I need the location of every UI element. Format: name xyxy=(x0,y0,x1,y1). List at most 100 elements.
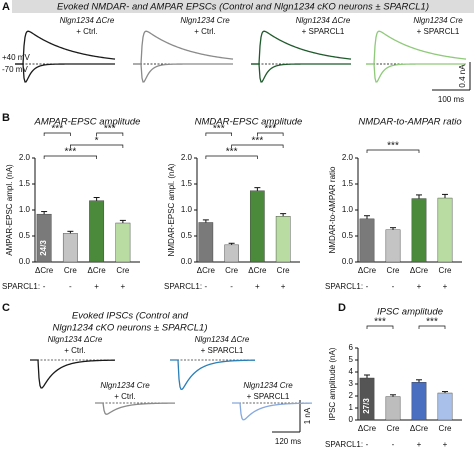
trace xyxy=(30,359,116,389)
row-value: + xyxy=(443,282,448,291)
chart-title: AMPAR-EPSC amplitude xyxy=(34,117,141,128)
trace-label: + SPARCL1 xyxy=(302,27,345,36)
significance-label: *** xyxy=(104,124,116,135)
y-tick-label: 5 xyxy=(349,355,354,364)
bar xyxy=(224,244,239,263)
x-tick-label: Cre xyxy=(387,424,400,433)
significance-label: *** xyxy=(264,124,276,135)
trace-label: + SPARCL1 xyxy=(201,346,244,355)
y-tick-label: 1.5 xyxy=(342,179,354,188)
significance-bracket xyxy=(257,132,284,136)
trace-label: Nlgn1234 ΔCre xyxy=(48,335,103,344)
chart-title: NMDAR-EPSC amplitude xyxy=(195,117,303,128)
significance-label: *** xyxy=(213,124,225,135)
y-tick-label: 3 xyxy=(349,379,354,388)
y-tick-label: 0.0 xyxy=(181,257,193,266)
trace xyxy=(366,30,467,65)
significance-bracket xyxy=(96,132,124,136)
x-tick-label: Cre xyxy=(439,266,452,275)
trace-label: + Ctrl. xyxy=(76,27,98,36)
trace xyxy=(251,30,352,65)
trace-label: + Ctrl. xyxy=(194,27,216,36)
bar xyxy=(250,190,265,263)
significance-label: *** xyxy=(65,147,77,158)
bar xyxy=(275,216,291,263)
panel-label: C xyxy=(2,302,10,314)
bar xyxy=(359,218,375,263)
bar xyxy=(62,233,78,263)
row-value: - xyxy=(230,282,233,291)
x-tick-label: ΔCre xyxy=(410,424,429,433)
y-tick-label: 0.0 xyxy=(342,257,354,266)
trace-label: Nlgn1234 Cre xyxy=(180,16,230,25)
bar xyxy=(89,200,105,263)
trace xyxy=(251,63,351,83)
row-value: - xyxy=(205,282,208,291)
x-tick-label: Cre xyxy=(225,266,238,275)
y-tick-label: 1.0 xyxy=(181,205,193,214)
panel-title: Evoked NMDAR- and AMPAR EPSCs (Control a… xyxy=(57,2,429,13)
trace-label: Nlgn1234 Cre xyxy=(413,16,463,25)
significance-bracket xyxy=(43,155,97,159)
y-tick-label: 1 xyxy=(349,403,354,412)
row-value: - xyxy=(43,282,46,291)
x-tick-label: ΔCre xyxy=(35,266,54,275)
scale-label: 0.4 nA xyxy=(458,64,467,88)
y-axis-label: IPSC amplitude (nA) xyxy=(328,347,337,420)
trace-label: + SPARCL1 xyxy=(417,27,460,36)
row-value: - xyxy=(69,282,72,291)
x-tick-label: ΔCre xyxy=(248,266,267,275)
x-tick-label: Cre xyxy=(439,424,452,433)
y-tick-label: 0 xyxy=(349,415,354,424)
x-tick-label: ΔCre xyxy=(358,266,377,275)
y-axis-label: AMPAR-EPSC ampl. (nA) xyxy=(5,164,14,256)
scale-label: 120 ms xyxy=(275,437,301,446)
y-axis-label: NMDAR-EPSC ampl. (nA) xyxy=(167,163,176,256)
significance-label: *** xyxy=(51,124,63,135)
x-tick-label: ΔCre xyxy=(197,266,216,275)
holding-label: -70 mV xyxy=(2,65,28,74)
bar-label: 27/3 xyxy=(362,398,371,414)
trace xyxy=(15,30,116,65)
panel-label: B xyxy=(2,112,10,124)
x-tick-label: ΔCre xyxy=(358,424,377,433)
y-tick-label: 2.0 xyxy=(19,153,31,162)
chart-title: NMDAR-to-AMPAR ratio xyxy=(358,117,461,128)
trace xyxy=(15,63,115,83)
row-value: + xyxy=(417,282,422,291)
row-label: SPARCL1: xyxy=(164,282,202,291)
y-tick-label: 1.0 xyxy=(19,205,31,214)
y-tick-label: 2.0 xyxy=(342,153,354,162)
significance-bracket xyxy=(43,132,71,136)
x-tick-label: ΔCre xyxy=(88,266,107,275)
bar xyxy=(115,222,131,263)
significance-bracket xyxy=(205,132,232,136)
trace xyxy=(170,359,256,391)
significance-label: * xyxy=(95,136,99,147)
bar xyxy=(411,198,427,263)
significance-label: *** xyxy=(226,147,238,158)
row-label: SPARCL1: xyxy=(2,282,40,291)
significance-label: *** xyxy=(426,317,438,328)
panel-title: Evoked IPSCs (Control and xyxy=(72,311,189,322)
scale-label: 1 nA xyxy=(303,407,312,424)
y-tick-label: 4 xyxy=(349,367,354,376)
y-tick-label: 1.5 xyxy=(19,179,31,188)
y-tick-label: 1.5 xyxy=(181,179,193,188)
trace-label: Nlgn1234 Cre xyxy=(100,381,150,390)
significance-label: *** xyxy=(374,317,386,328)
trace xyxy=(232,402,313,421)
x-tick-label: Cre xyxy=(387,266,400,275)
y-tick-label: 0.0 xyxy=(19,257,31,266)
scale-label: 100 ms xyxy=(438,95,464,104)
trace xyxy=(133,63,233,83)
y-tick-label: 1.0 xyxy=(342,205,354,214)
panel-label: D xyxy=(338,302,346,314)
significance-bracket xyxy=(231,144,284,148)
y-tick-label: 6 xyxy=(349,343,354,352)
panel-label: A xyxy=(2,1,10,13)
chart-title: IPSC amplitude xyxy=(377,307,443,318)
row-value: + xyxy=(121,282,126,291)
y-tick-label: 2 xyxy=(349,391,354,400)
